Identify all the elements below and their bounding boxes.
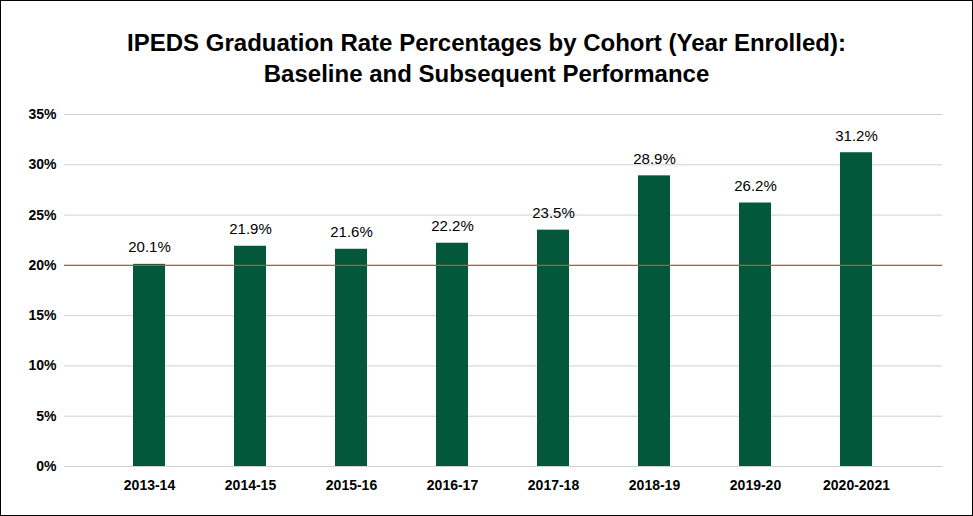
svg-text:2013-14: 2013-14 bbox=[124, 477, 176, 493]
svg-text:21.9%: 21.9% bbox=[229, 220, 272, 237]
svg-text:28.9%: 28.9% bbox=[633, 150, 676, 167]
svg-text:2017-18: 2017-18 bbox=[528, 477, 580, 493]
svg-text:20.1%: 20.1% bbox=[128, 238, 171, 255]
svg-text:30%: 30% bbox=[28, 156, 57, 172]
svg-text:2014-15: 2014-15 bbox=[225, 477, 277, 493]
svg-text:0%: 0% bbox=[36, 458, 57, 474]
svg-text:25%: 25% bbox=[28, 207, 57, 223]
html-text:IPEDS Graduation Rate Percenta: IPEDS Graduation Rate Percentages by Coh… bbox=[127, 29, 846, 87]
svg-text:10%: 10% bbox=[28, 357, 57, 373]
svg-text:15%: 15% bbox=[28, 307, 57, 323]
svg-text:2016-17: 2016-17 bbox=[427, 477, 479, 493]
svg-text:31.2%: 31.2% bbox=[835, 127, 878, 144]
svg-text:20%: 20% bbox=[28, 257, 57, 273]
svg-text:35%: 35% bbox=[28, 106, 57, 122]
svg-text:5%: 5% bbox=[36, 408, 57, 424]
svg-text:2015-16: 2015-16 bbox=[326, 477, 378, 493]
svg-text:2019-20: 2019-20 bbox=[730, 477, 782, 493]
svg-text:21.6%: 21.6% bbox=[330, 223, 373, 240]
svg-text:22.2%: 22.2% bbox=[431, 217, 474, 234]
svg-text:23.5%: 23.5% bbox=[532, 204, 575, 221]
svg-text:2020-2021: 2020-2021 bbox=[823, 477, 890, 493]
svg-text:2018-19: 2018-19 bbox=[629, 477, 681, 493]
svg-text:26.2%: 26.2% bbox=[734, 177, 777, 194]
